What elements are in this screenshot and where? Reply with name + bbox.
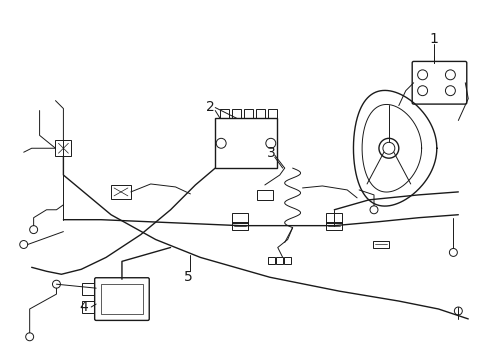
Bar <box>215 118 276 168</box>
Text: 3: 3 <box>267 146 276 160</box>
Bar <box>255 109 264 118</box>
Bar <box>232 222 247 230</box>
Bar <box>267 257 274 264</box>
Bar <box>111 185 131 199</box>
Bar <box>220 109 229 118</box>
Bar <box>325 213 342 223</box>
Bar <box>244 109 252 118</box>
Text: 5: 5 <box>183 270 192 284</box>
Bar <box>256 190 272 200</box>
Bar <box>232 213 247 223</box>
Bar <box>232 109 241 118</box>
Bar <box>275 257 282 264</box>
Bar <box>82 283 94 295</box>
Bar <box>325 222 342 230</box>
Text: 4: 4 <box>79 300 87 314</box>
Bar <box>101 284 142 314</box>
Bar <box>283 257 290 264</box>
Bar <box>55 140 71 156</box>
Text: 2: 2 <box>205 100 214 113</box>
Text: 1: 1 <box>428 32 437 46</box>
Bar <box>82 301 94 313</box>
Bar <box>372 240 388 248</box>
Bar <box>267 109 276 118</box>
